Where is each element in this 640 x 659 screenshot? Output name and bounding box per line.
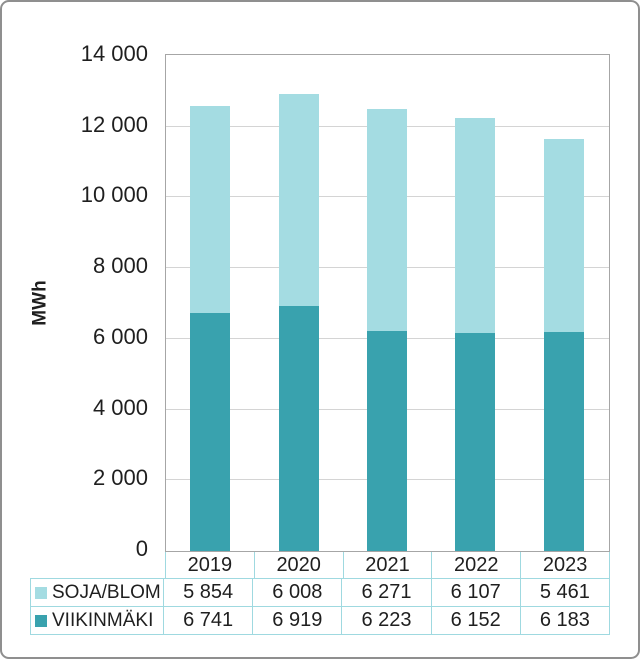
bar-segment-viikinm-ki-2019 [190,312,230,551]
y-axis-tick-label-8000: 8 000 [92,253,148,279]
bar-segment-soja-blom-2021 [367,109,407,331]
value-cell-soja-blom-2022: 6 107 [431,579,521,607]
bar-segment-soja-blom-2019 [190,105,230,313]
value-cell-soja-blom-2019: 5 854 [164,579,254,607]
value-cell-soja-blom-2021: 6 271 [342,579,432,607]
year-header-cell-2022: 2022 [432,552,522,578]
bar-2021 [367,109,407,551]
y-axis-tick-label-2000: 2 000 [92,465,148,491]
table-row-viikinm-ki: VIIKINMÄKI 6 741 6 919 6 223 6 152 6 183 [31,607,611,635]
bar-2019 [190,105,230,551]
year-header-cell-2021: 2021 [344,552,433,578]
year-header-cell-2020: 2020 [255,552,344,578]
y-axis-tick-label-12000: 12 000 [80,111,148,137]
data-table: SOJA/BLOM 5 854 6 008 6 271 6 107 5 461 VIIKIN… [30,578,611,635]
bar-segment-soja-blom-2020 [279,93,319,307]
table-row-soja-blom: SOJA/BLOM 5 854 6 008 6 271 6 107 5 461 [31,579,611,607]
bar-2022 [455,117,495,551]
y-axis-tick-label-14000: 14 000 [80,41,148,66]
row-label-cell-soja-blom: SOJA/BLOM [31,579,164,607]
x-axis-year-header-row: 2019 2020 2021 2022 2023 [165,552,610,578]
bar-segment-viikinm-ki-2020 [279,306,319,551]
legend-swatch-viikinm-ki [35,614,47,627]
y-axis-tick-label-10000: 10 000 [80,182,148,208]
bar-segment-viikinm-ki-2021 [367,330,407,551]
y-axis-tick-label-4000: 4 000 [92,394,148,420]
legend-swatch-soja-blom [35,586,47,599]
bar-segment-soja-blom-2023 [544,139,584,333]
row-label-text: VIIKINMÄKI [52,609,154,631]
year-header-cell-2019: 2019 [166,552,255,578]
value-cell-soja-blom-2020: 6 008 [253,579,343,607]
value-cell-viikinm-ki-2023: 6 183 [520,607,611,635]
bar-segment-viikinm-ki-2022 [455,333,495,551]
value-cell-viikinm-ki-2019: 6 741 [164,607,254,635]
value-cell-viikinm-ki-2022: 6 152 [431,607,521,635]
value-cell-soja-blom-2023: 5 461 [520,579,611,607]
y-axis-tick-label-0: 0 [135,536,148,561]
y-axis-tick-label-6000: 6 000 [92,323,148,349]
bar-2020 [279,93,319,551]
plot-area [165,54,610,552]
y-axis-title-text: MWh [30,280,51,326]
bar-segment-soja-blom-2022 [455,117,495,334]
row-label-text: SOJA/BLOM [52,581,161,603]
bar-segment-viikinm-ki-2023 [544,332,584,551]
year-header-cell-2023: 2023 [521,552,610,578]
value-cell-viikinm-ki-2020: 6 919 [253,607,343,635]
bar-2023 [544,139,584,551]
row-label-cell-viikinm-ki: VIIKINMÄKI [31,607,164,635]
value-cell-viikinm-ki-2021: 6 223 [342,607,432,635]
